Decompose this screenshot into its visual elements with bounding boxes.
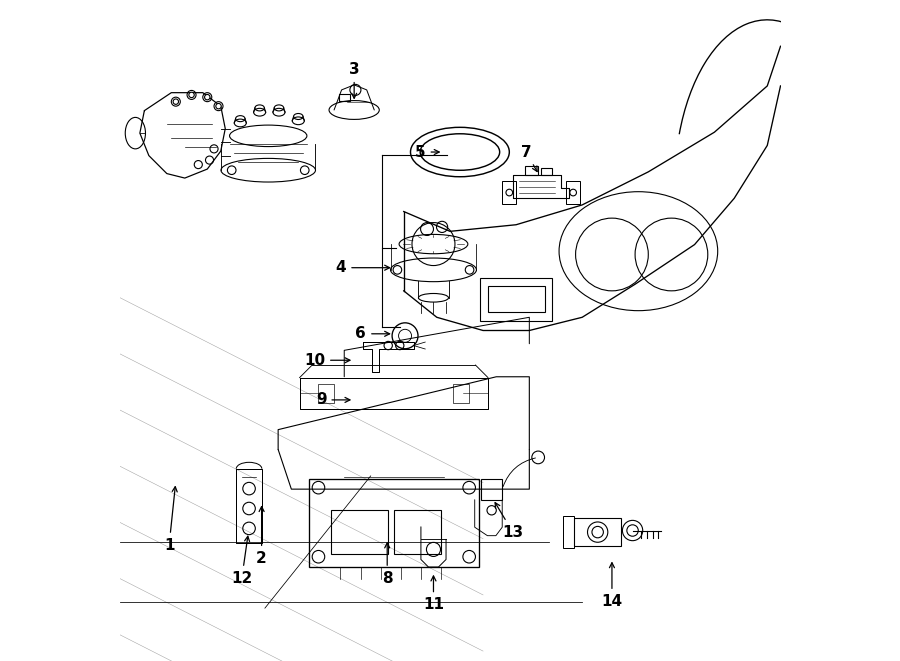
Circle shape — [189, 93, 194, 98]
Text: 14: 14 — [601, 563, 623, 609]
Text: 8: 8 — [382, 543, 392, 586]
Bar — [319, 384, 334, 403]
Circle shape — [173, 99, 178, 104]
Bar — [309, 479, 479, 567]
Text: 6: 6 — [356, 327, 390, 341]
Bar — [454, 384, 469, 403]
Bar — [482, 479, 502, 500]
Bar — [331, 510, 388, 554]
Bar — [480, 278, 553, 321]
Text: 7: 7 — [521, 145, 537, 172]
Circle shape — [204, 95, 210, 100]
Circle shape — [592, 526, 603, 538]
Bar — [566, 182, 580, 204]
Text: 11: 11 — [423, 576, 444, 612]
Text: 13: 13 — [495, 502, 524, 539]
Text: 2: 2 — [256, 506, 267, 566]
Text: 4: 4 — [336, 260, 390, 275]
Circle shape — [216, 104, 221, 109]
Bar — [502, 182, 517, 204]
Bar — [541, 168, 553, 175]
Text: 1: 1 — [164, 486, 177, 553]
Bar — [489, 286, 544, 312]
Bar — [562, 516, 574, 548]
Text: 9: 9 — [316, 393, 350, 407]
Text: 10: 10 — [304, 353, 350, 368]
Text: 3: 3 — [349, 62, 359, 98]
Bar — [574, 518, 622, 547]
Bar — [339, 94, 350, 101]
Bar — [525, 166, 538, 175]
Text: 12: 12 — [231, 536, 252, 586]
Text: 5: 5 — [415, 145, 439, 159]
Bar — [394, 510, 441, 554]
